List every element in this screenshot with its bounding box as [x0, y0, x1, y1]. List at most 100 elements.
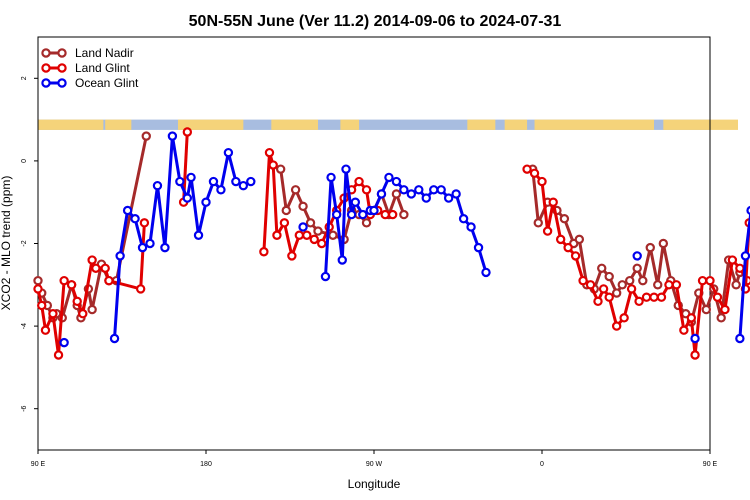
data-point [451, 189, 461, 199]
data-point [272, 230, 282, 240]
data-point [72, 296, 82, 307]
x-tick-label: 90 E [703, 461, 718, 468]
legend-label: Ocean Glint [75, 76, 139, 90]
data-point [731, 280, 741, 290]
data-point [585, 280, 596, 290]
data-point [346, 209, 357, 220]
data-point [466, 222, 476, 232]
data-point [268, 160, 278, 170]
data-point [182, 193, 193, 203]
plot-frame [37, 36, 711, 451]
data-point [87, 304, 97, 315]
data-point [139, 218, 150, 228]
y-tick-label: -6 [21, 405, 28, 411]
legend-marker [41, 78, 51, 88]
data-point [611, 321, 622, 331]
data-point [369, 205, 379, 216]
data-point [679, 325, 689, 335]
data-point [598, 284, 609, 294]
data-point [208, 176, 219, 187]
data-point [626, 284, 637, 294]
data-point [130, 214, 140, 224]
y-tick-label: 2 [21, 76, 28, 80]
data-point [735, 263, 745, 273]
data-point [320, 271, 331, 282]
data-point [100, 263, 110, 273]
data-point [658, 238, 669, 249]
data-point [735, 333, 745, 344]
data-point [578, 275, 588, 286]
data-point [305, 218, 316, 228]
data-point [686, 313, 697, 323]
data-point [604, 271, 614, 282]
data-point [238, 180, 249, 191]
data-point [350, 197, 361, 207]
land-band-segment [534, 119, 654, 130]
data-point [429, 185, 439, 195]
data-point [443, 193, 454, 203]
data-point [634, 296, 644, 307]
data-point [712, 292, 723, 302]
data-point [570, 251, 581, 261]
series-line [738, 209, 750, 339]
y-tick-label: -4 [21, 323, 28, 329]
data-point [529, 168, 540, 178]
data-point [632, 251, 642, 261]
data-point [152, 180, 163, 191]
data-point [414, 185, 424, 195]
data-point [354, 176, 364, 187]
data-point [563, 242, 573, 253]
land-band-segment [663, 119, 738, 130]
x-tick-label: 90 E [31, 461, 46, 468]
data-point [302, 230, 312, 240]
data-point [313, 226, 323, 236]
data-point [201, 197, 211, 207]
data-point [294, 230, 305, 240]
data-point [66, 280, 77, 290]
data-point [53, 350, 64, 360]
x-tick-label: 180 [200, 461, 212, 468]
data-point [309, 234, 319, 245]
legend-marker [57, 63, 67, 73]
y-tick-label: -2 [21, 240, 28, 246]
data-point [653, 280, 663, 290]
data-point [182, 127, 193, 137]
data-point [91, 263, 101, 273]
data-point [542, 226, 553, 236]
x-tick-label: 0 [540, 461, 544, 468]
data-point [160, 242, 170, 253]
data-point [611, 288, 622, 298]
data-point [391, 189, 402, 199]
data-point [746, 205, 750, 216]
data-point [104, 275, 114, 286]
y-tick-label: 0 [21, 159, 28, 163]
legend-marker [57, 48, 67, 58]
data-point [559, 214, 570, 224]
series-ocean-glint [59, 131, 750, 348]
data-point [384, 172, 394, 183]
data-point [727, 255, 738, 265]
data-point [399, 185, 409, 195]
data-point [705, 275, 715, 286]
data-point [78, 309, 88, 319]
data-point [59, 275, 69, 286]
data-point [48, 309, 58, 319]
chart-title: 50N-55N June (Ver 11.2) 2014-09-06 to 20… [189, 13, 562, 30]
data-point [638, 275, 648, 286]
data-point [167, 131, 178, 141]
data-point [33, 284, 43, 294]
data-point [298, 222, 308, 232]
data-point [671, 280, 682, 290]
data-point [186, 172, 196, 183]
data-point [331, 209, 342, 220]
data-point [326, 172, 336, 183]
data-point [625, 275, 635, 286]
data-point [656, 292, 667, 302]
data-point [593, 296, 603, 307]
data-point [690, 333, 700, 344]
data-point [137, 242, 148, 253]
data-point [279, 218, 290, 228]
data-point [473, 242, 484, 253]
data-point [522, 164, 532, 174]
